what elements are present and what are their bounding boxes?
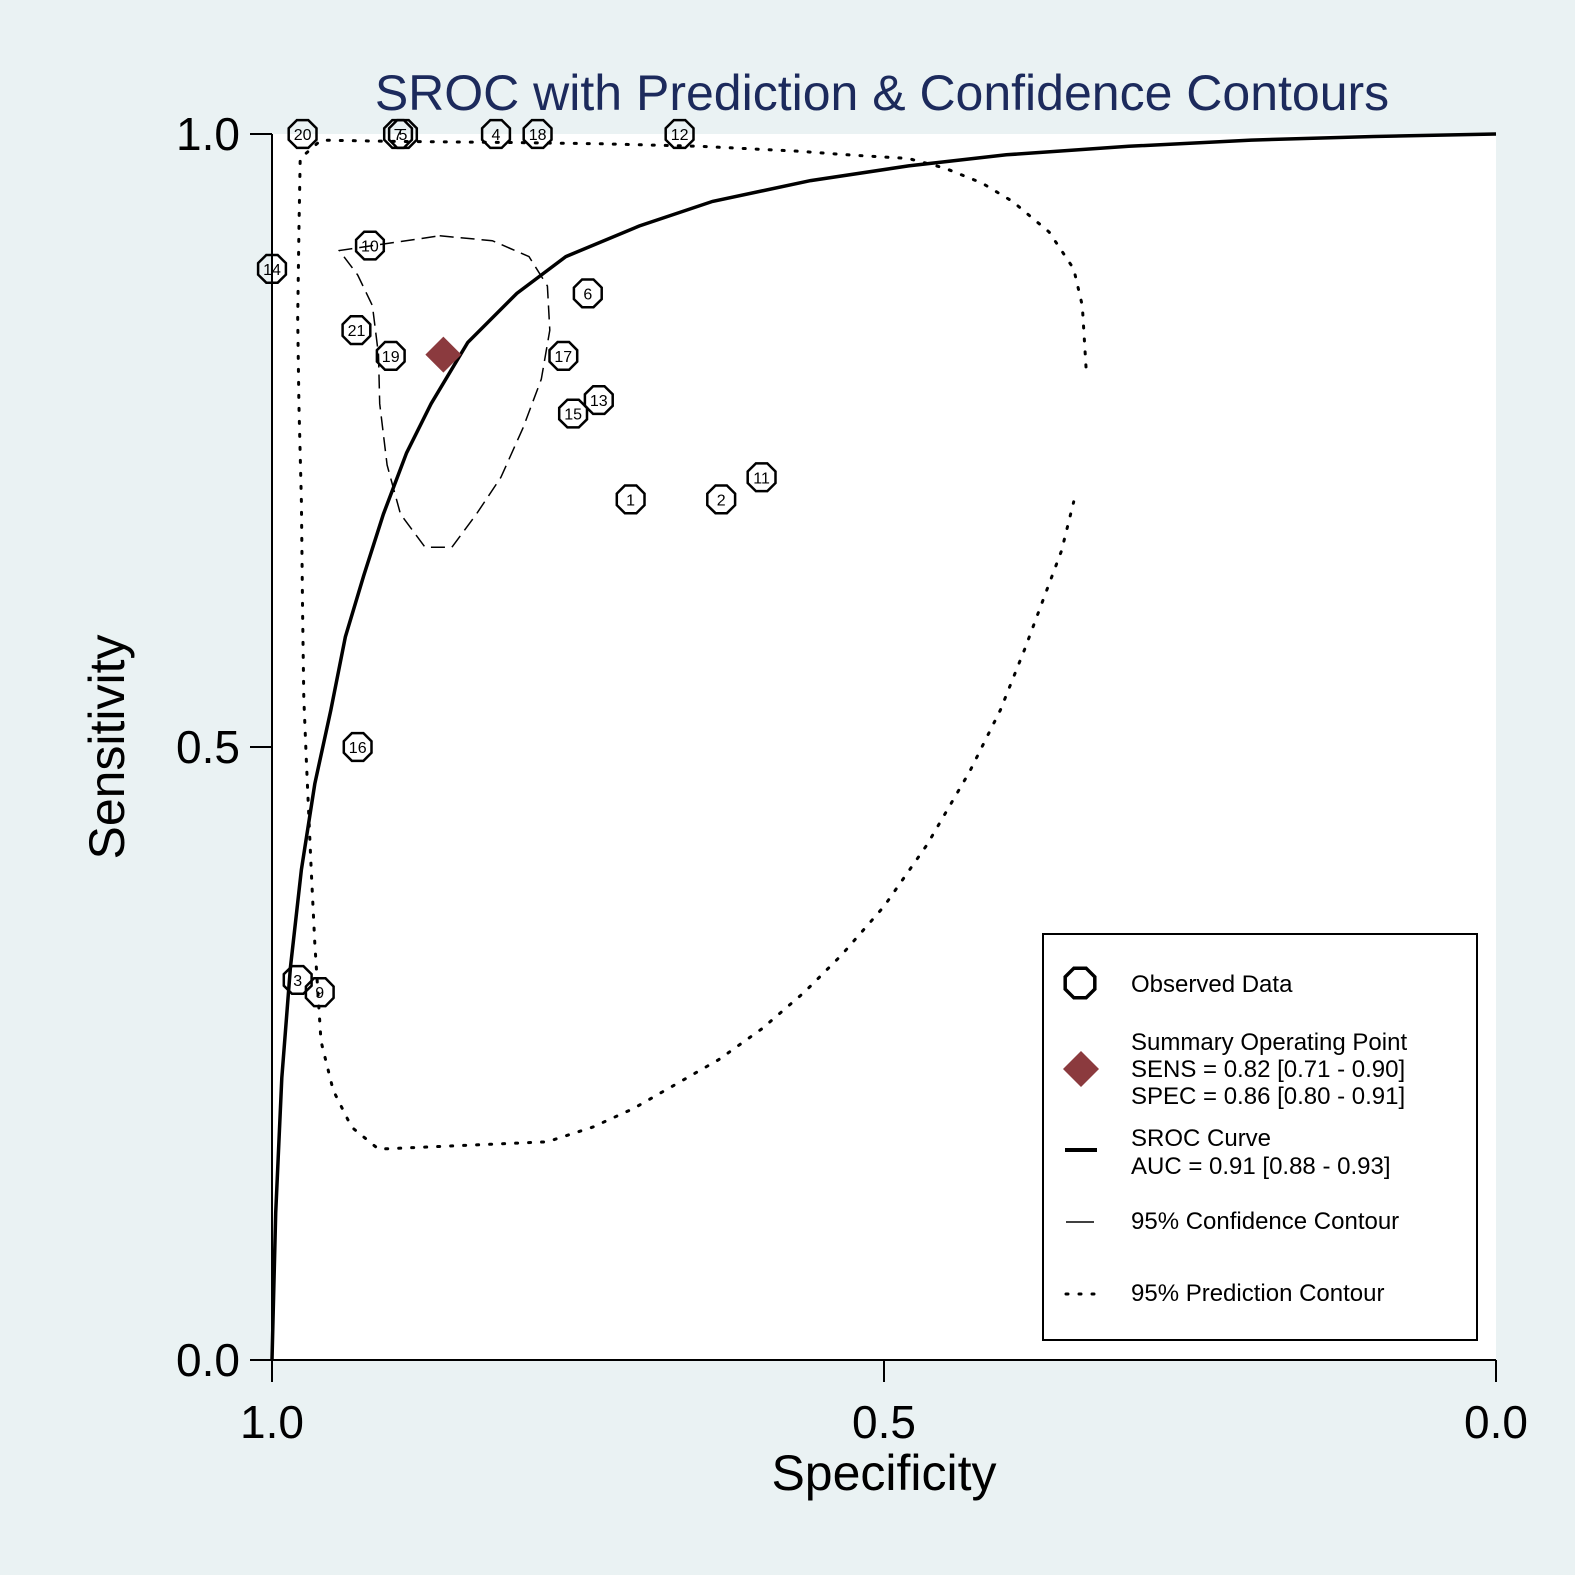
- prediction-contour: [296, 138, 1088, 1151]
- x-tick-label: 0.0: [1464, 1396, 1528, 1448]
- chart-title: SROC with Prediction & Confidence Contou…: [375, 65, 1389, 121]
- observed-point-label: 19: [382, 349, 400, 366]
- observed-point-label: 2: [717, 492, 726, 509]
- observed-point-label: 11: [753, 470, 770, 487]
- legend-observed: Observed Data: [1131, 971, 1293, 998]
- y-tick-label: 1.0: [176, 108, 240, 160]
- observed-point-marker: [522, 118, 553, 150]
- observed-point-marker: [256, 253, 288, 284]
- observed-point-marker: [354, 230, 386, 261]
- observed-point-label: 1: [626, 492, 635, 509]
- observed-point-marker: [583, 384, 614, 416]
- observed-point-label: 15: [564, 407, 582, 424]
- observed-point-label: 3: [293, 973, 302, 990]
- observed-point-label: 9: [315, 985, 324, 1002]
- legend-sroc-title: SROC Curve: [1131, 1125, 1271, 1152]
- observed-point-label: 18: [529, 127, 547, 144]
- summary-operating-point: [425, 336, 462, 373]
- observed-point-label: 21: [348, 323, 366, 340]
- x-tick-label: 1.0: [240, 1396, 304, 1448]
- legend-box: [1042, 933, 1478, 1341]
- observed-point-marker: [341, 315, 372, 346]
- observed-point-label: 16: [349, 740, 367, 757]
- x-ticks: 1.0 0.5 0.0: [240, 1360, 1528, 1448]
- observed-point-marker: [572, 278, 603, 309]
- observed-point-marker: [746, 462, 777, 493]
- x-axis-label: Specificity: [771, 1445, 996, 1501]
- observed-point-marker: [706, 484, 737, 515]
- legend-summary-title: Summary Operating Point: [1131, 1029, 1407, 1056]
- observed-point-label: 13: [590, 393, 608, 410]
- observed-point-marker: [382, 118, 414, 150]
- observed-point-marker: [615, 484, 646, 515]
- observed-point-marker: [548, 340, 579, 372]
- legend-summary-sens: SENS = 0.82 [0.71 - 0.90]: [1131, 1056, 1405, 1083]
- observed-data-marker-icon: [1063, 966, 1097, 1000]
- legend-summary-spec: SPEC = 0.86 [0.80 - 0.91]: [1131, 1083, 1405, 1110]
- legend-prediction: 95% Prediction Contour: [1131, 1280, 1384, 1307]
- summary-point-marker-icon: [1063, 1051, 1099, 1087]
- confidence-contour: [337, 235, 551, 548]
- legend-sroc-auc: AUC = 0.91 [0.88 - 0.93]: [1131, 1153, 1391, 1180]
- observed-point-label: 5: [399, 127, 408, 144]
- observed-point-marker: [664, 118, 695, 150]
- observed-point-label: 12: [671, 127, 689, 144]
- x-tick-label: 0.5: [852, 1396, 916, 1448]
- observed-point-marker: [342, 731, 373, 763]
- y-tick-label: 0.5: [176, 721, 240, 773]
- observed-point-marker: [480, 118, 512, 150]
- y-axis-label: Sensitivity: [79, 634, 135, 859]
- legend: Observed Data Summary Operating Point SE…: [1042, 933, 1478, 1341]
- sroc-curve: [270, 132, 1497, 1361]
- observed-point-label: 7: [394, 127, 403, 144]
- legend-confidence: 95% Confidence Contour: [1131, 1208, 1399, 1235]
- observed-point-marker: [557, 398, 589, 429]
- observed-point-marker: [375, 340, 406, 372]
- observed-point-marker: [287, 118, 318, 150]
- observed-point-label: 17: [554, 349, 572, 366]
- observed-point-marker: [282, 964, 313, 996]
- y-tick-label: 0.0: [176, 1334, 240, 1386]
- observed-point-label: 4: [492, 127, 501, 144]
- observed-point-marker: [304, 977, 335, 1008]
- observed-point-label: 20: [294, 127, 312, 144]
- y-ticks: 0.0 0.5 1.0: [176, 108, 272, 1386]
- observed-point-label: 6: [583, 286, 592, 303]
- observed-point-label: 10: [361, 239, 379, 256]
